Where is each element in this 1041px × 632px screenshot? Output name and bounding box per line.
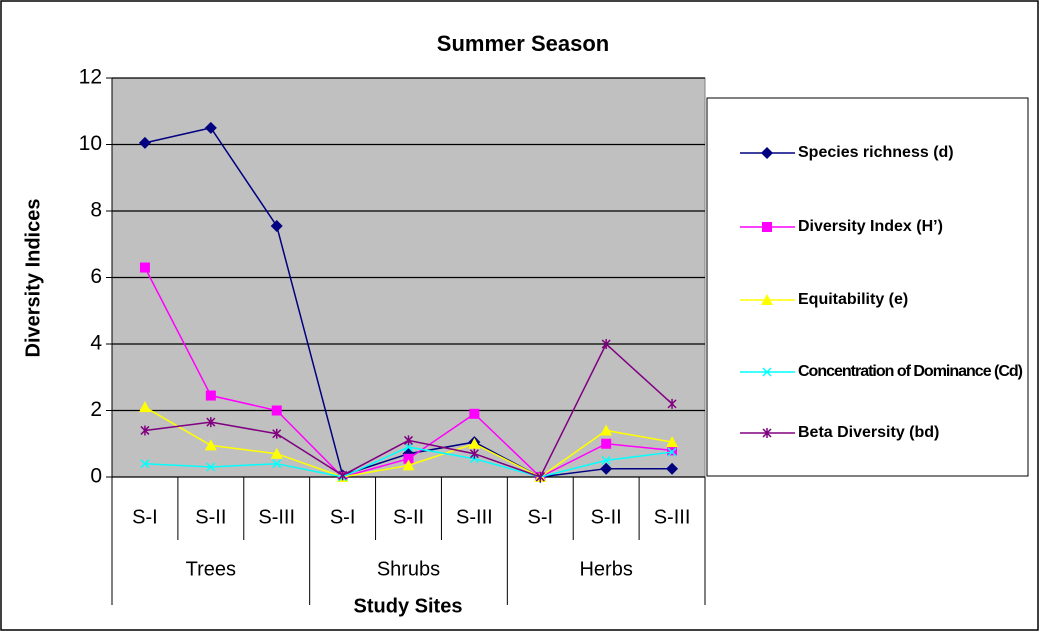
marker — [600, 462, 613, 475]
marker — [601, 455, 611, 465]
x-tick-label: S-III — [258, 506, 295, 528]
marker — [138, 401, 151, 413]
marker — [204, 439, 217, 451]
legend-label: Diversity Index (H’) — [798, 218, 943, 235]
marker — [338, 470, 348, 481]
x-tick-label: S-I — [132, 506, 158, 528]
marker — [469, 448, 479, 459]
marker — [762, 367, 772, 377]
x-tick-label: S-I — [527, 506, 553, 528]
legend-label: Species richness (d) — [798, 144, 954, 161]
marker — [469, 408, 480, 419]
marker — [762, 222, 772, 232]
y-tick-label: 10 — [79, 132, 102, 155]
group-label: Herbs — [579, 558, 632, 580]
marker — [601, 339, 611, 349]
marker — [206, 462, 216, 472]
x-tick-label: S-II — [591, 506, 622, 528]
marker — [468, 437, 481, 449]
chart-title: Summer Season — [437, 31, 609, 56]
marker — [138, 136, 151, 149]
x-tick-label: S-III — [456, 506, 493, 528]
y-tick-label: 2 — [90, 398, 102, 421]
marker — [140, 425, 150, 436]
marker — [272, 459, 282, 469]
marker — [667, 447, 677, 457]
marker — [140, 459, 150, 469]
y-tick-label: 0 — [90, 465, 102, 488]
x-tick-label: S-II — [195, 506, 226, 528]
marker — [271, 405, 282, 416]
legend-label: Equitability (e) — [798, 291, 908, 308]
marker — [206, 417, 216, 428]
legend-label: Concentration of Dominance (Cd) — [798, 363, 1023, 380]
y-tick-label: 12 — [79, 66, 102, 89]
marker — [403, 453, 414, 464]
x-axis-label: Study Sites — [354, 595, 463, 617]
marker — [535, 472, 545, 482]
marker — [601, 438, 612, 449]
y-tick-label: 8 — [90, 199, 102, 222]
marker — [600, 424, 613, 436]
marker — [761, 147, 773, 159]
marker — [761, 294, 773, 305]
marker — [139, 262, 150, 273]
marker — [402, 459, 415, 471]
marker — [666, 436, 679, 448]
y-axis-label: Diversity Indices — [22, 199, 44, 358]
y-tick-label: 6 — [90, 265, 102, 288]
x-tick-label: S-I — [330, 506, 356, 528]
marker — [403, 435, 414, 446]
x-tick-label: S-II — [393, 506, 424, 528]
marker — [205, 390, 216, 401]
marker — [272, 428, 282, 439]
legend-box — [706, 97, 1029, 477]
marker — [667, 398, 677, 409]
y-tick-label: 4 — [90, 332, 102, 355]
marker — [270, 447, 283, 459]
marker — [403, 442, 414, 452]
group-label: Shrubs — [377, 558, 440, 580]
group-label: Trees — [186, 558, 236, 580]
legend-label: Beta Diversity (bd) — [798, 424, 939, 441]
x-tick-label: S-III — [654, 506, 691, 528]
marker — [667, 445, 678, 456]
marker — [204, 121, 217, 134]
marker — [762, 428, 772, 438]
marker — [666, 462, 679, 475]
marker — [270, 219, 283, 232]
